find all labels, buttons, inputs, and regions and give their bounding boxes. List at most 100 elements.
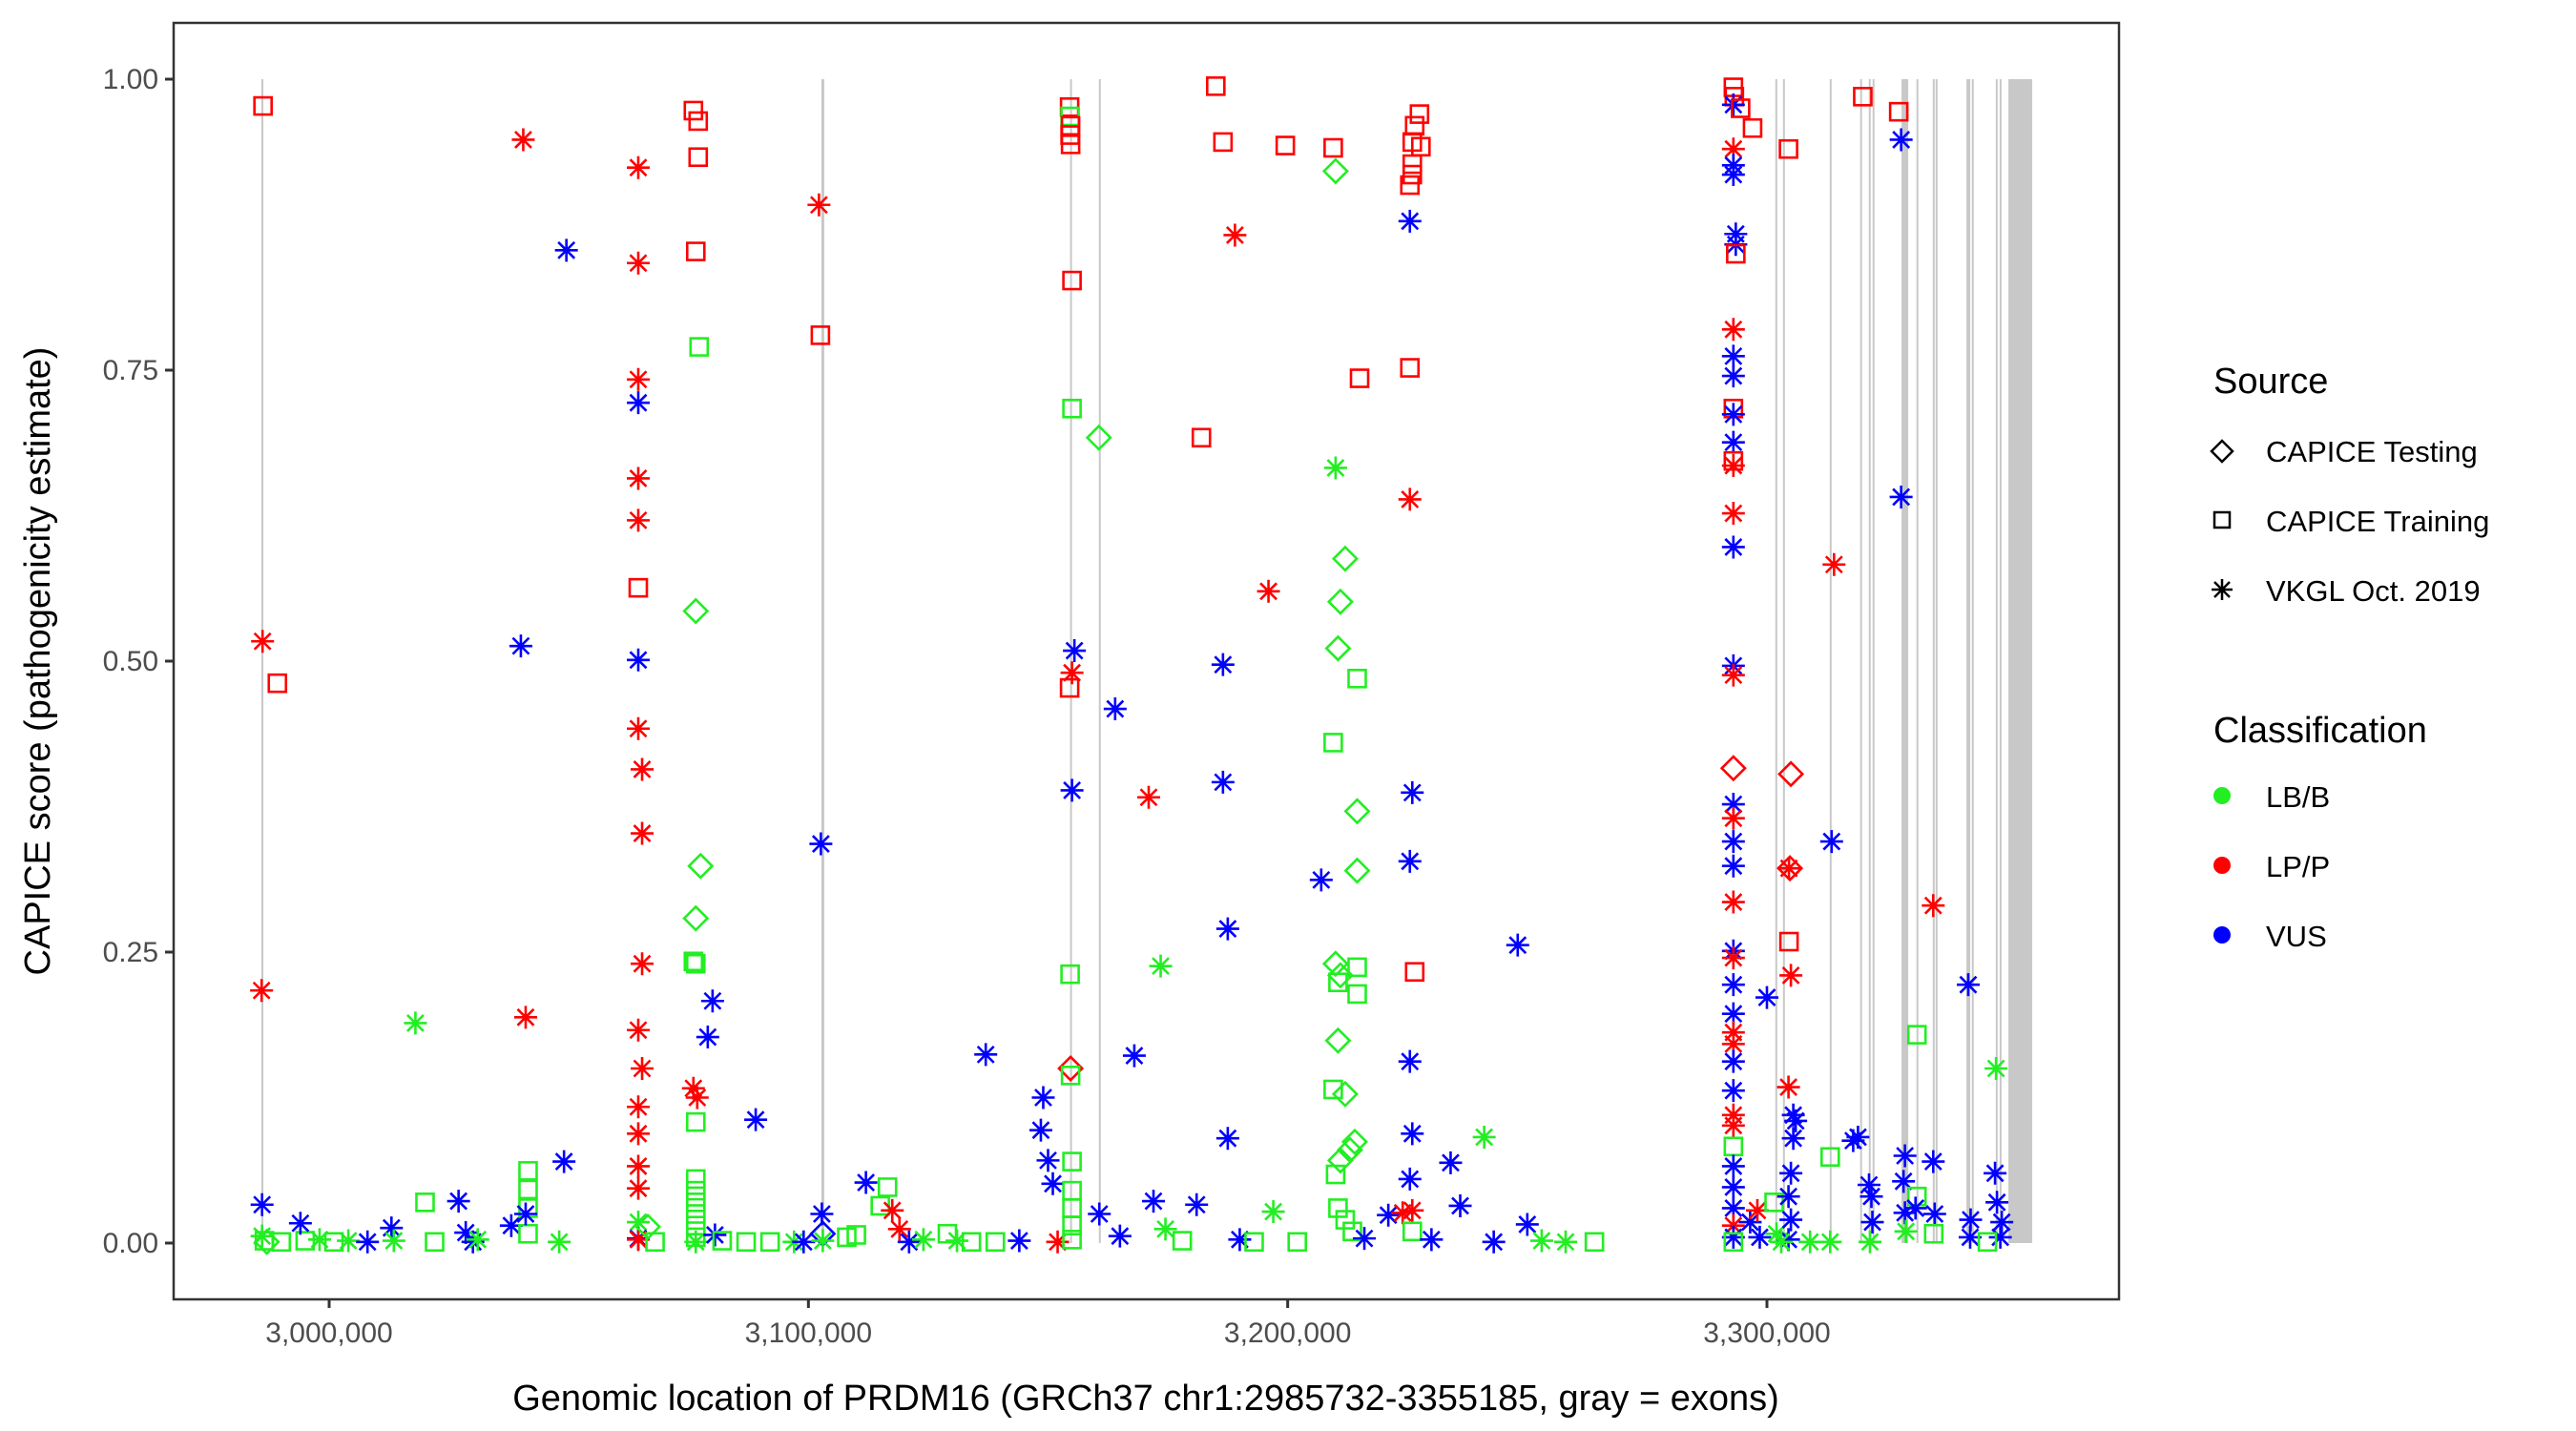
data-point bbox=[810, 1202, 834, 1226]
data-point bbox=[1057, 1055, 1085, 1082]
data-point bbox=[1959, 1208, 1983, 1232]
data-point bbox=[1031, 1086, 1055, 1110]
data-point bbox=[1261, 1200, 1285, 1224]
data-point bbox=[1721, 1021, 1745, 1045]
data-point bbox=[1211, 653, 1235, 676]
data-point bbox=[1398, 209, 1422, 233]
data-point bbox=[627, 251, 651, 275]
data-point bbox=[683, 100, 704, 121]
data-point bbox=[1326, 588, 1354, 615]
data-point bbox=[687, 852, 715, 880]
data-point bbox=[425, 1232, 445, 1253]
data-point bbox=[1046, 1230, 1070, 1254]
red-dot-icon bbox=[2213, 857, 2231, 874]
exon-band bbox=[1995, 79, 1998, 1243]
data-point bbox=[1341, 1128, 1368, 1155]
data-point bbox=[1402, 154, 1423, 175]
data-point bbox=[1584, 1232, 1605, 1253]
data-point bbox=[1888, 101, 1909, 122]
data-point bbox=[1822, 552, 1846, 576]
data-point bbox=[685, 953, 706, 974]
data-point bbox=[1223, 223, 1247, 247]
data-point bbox=[627, 156, 651, 179]
data-point bbox=[1402, 1221, 1423, 1242]
data-point bbox=[685, 241, 706, 261]
data-point bbox=[685, 1111, 706, 1132]
data-point bbox=[1228, 1228, 1252, 1252]
data-point bbox=[759, 1232, 780, 1253]
data-point bbox=[499, 1213, 523, 1237]
data-point bbox=[683, 951, 704, 972]
data-point bbox=[1819, 1147, 1840, 1168]
data-point bbox=[1149, 954, 1173, 978]
data-point bbox=[1889, 485, 1913, 508]
data-point bbox=[1721, 973, 1745, 997]
data-point bbox=[1324, 634, 1352, 662]
data-point bbox=[404, 1011, 427, 1035]
data-point bbox=[1721, 163, 1745, 187]
y-axis-title: CAPICE score (pathogenicity estimate) bbox=[18, 347, 58, 976]
data-point bbox=[307, 1228, 331, 1252]
data-point bbox=[253, 1228, 280, 1255]
data-point bbox=[1777, 857, 1801, 881]
data-point bbox=[1328, 1198, 1348, 1218]
data-point bbox=[1108, 1224, 1132, 1248]
data-point bbox=[703, 1223, 727, 1247]
data-point bbox=[627, 508, 651, 532]
data-point bbox=[382, 1229, 405, 1253]
exon-band bbox=[1901, 79, 1909, 1243]
data-point bbox=[627, 1176, 651, 1200]
data-point bbox=[1398, 1049, 1422, 1073]
data-point bbox=[1721, 830, 1745, 854]
data-point bbox=[1324, 1027, 1352, 1054]
data-point bbox=[1059, 677, 1080, 698]
square-icon bbox=[2212, 510, 2232, 529]
data-point bbox=[627, 1228, 651, 1252]
data-point bbox=[645, 1232, 665, 1253]
data-point bbox=[454, 1221, 478, 1245]
data-point bbox=[1347, 668, 1367, 689]
data-point bbox=[811, 1229, 835, 1253]
data-point bbox=[1988, 1225, 2012, 1249]
data-point bbox=[744, 1108, 768, 1131]
exon-band bbox=[1782, 79, 1785, 1243]
exon-band bbox=[1868, 79, 1871, 1243]
data-point bbox=[807, 193, 831, 217]
data-point bbox=[552, 1150, 576, 1173]
data-point bbox=[792, 1230, 816, 1254]
data-point bbox=[1482, 1230, 1506, 1254]
data-point bbox=[1893, 1144, 1917, 1168]
exon-band bbox=[1999, 79, 2002, 1243]
data-point bbox=[685, 1086, 709, 1110]
data-point bbox=[1398, 1167, 1422, 1191]
data-point bbox=[1036, 1149, 1060, 1172]
data-point bbox=[1779, 1161, 1803, 1185]
data-point bbox=[461, 1230, 485, 1254]
data-point bbox=[1191, 427, 1212, 448]
data-point bbox=[1719, 755, 1747, 782]
exon-band bbox=[1916, 79, 1919, 1243]
data-point bbox=[380, 1216, 404, 1240]
legend-label: CAPICE Testing bbox=[2266, 435, 2478, 468]
blue-dot-icon bbox=[2213, 926, 2231, 944]
data-point bbox=[627, 1018, 651, 1042]
legend-item-capice-testing: CAPICE Testing bbox=[2210, 435, 2478, 468]
legend-label: VUS bbox=[2266, 920, 2327, 953]
y-axis: 0.00 0.25 0.50 0.75 1.00 bbox=[103, 64, 174, 1259]
data-point bbox=[1990, 1211, 2014, 1234]
data-point bbox=[1328, 972, 1348, 993]
data-point bbox=[911, 1228, 935, 1252]
y-tick-label: 0.25 bbox=[103, 937, 158, 968]
data-point bbox=[1922, 894, 1945, 918]
data-point bbox=[1721, 364, 1745, 388]
data-point bbox=[250, 1192, 274, 1216]
legend-source-title: Source bbox=[2213, 362, 2328, 402]
data-point bbox=[1153, 1217, 1177, 1241]
data-point bbox=[1321, 950, 1349, 978]
data-point bbox=[1353, 1227, 1377, 1251]
data-point bbox=[1721, 1049, 1745, 1073]
data-point bbox=[961, 1232, 982, 1253]
data-point bbox=[1008, 1229, 1031, 1253]
data-point bbox=[1755, 985, 1778, 1009]
data-point bbox=[1336, 1136, 1363, 1164]
